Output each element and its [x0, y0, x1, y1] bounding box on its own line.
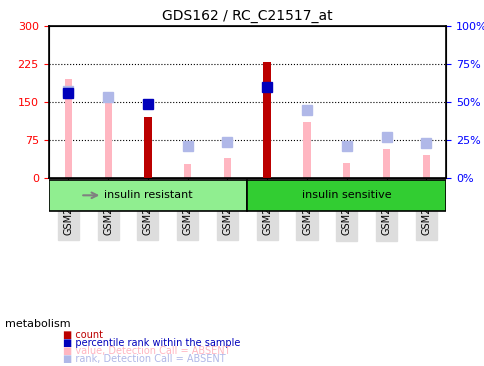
FancyBboxPatch shape: [247, 180, 445, 210]
Bar: [422, 156, 429, 178]
Bar: [65, 79, 72, 178]
Text: insulin sensitive: insulin sensitive: [302, 190, 391, 200]
Bar: [262, 62, 271, 178]
Bar: [184, 164, 191, 178]
Bar: [143, 117, 152, 178]
Text: insulin resistant: insulin resistant: [104, 190, 192, 200]
Bar: [224, 158, 230, 178]
Bar: [382, 149, 389, 178]
Bar: [343, 163, 349, 178]
Text: ■ count: ■ count: [63, 330, 103, 340]
Text: metabolism: metabolism: [5, 319, 70, 329]
Title: GDS162 / RC_C21517_at: GDS162 / RC_C21517_at: [162, 9, 332, 23]
Bar: [105, 92, 111, 178]
FancyBboxPatch shape: [48, 180, 247, 210]
Bar: [303, 122, 310, 178]
Text: ■ rank, Detection Call = ABSENT: ■ rank, Detection Call = ABSENT: [63, 354, 225, 364]
Text: ■ value, Detection Call = ABSENT: ■ value, Detection Call = ABSENT: [63, 346, 230, 356]
Text: ■ percentile rank within the sample: ■ percentile rank within the sample: [63, 338, 240, 348]
